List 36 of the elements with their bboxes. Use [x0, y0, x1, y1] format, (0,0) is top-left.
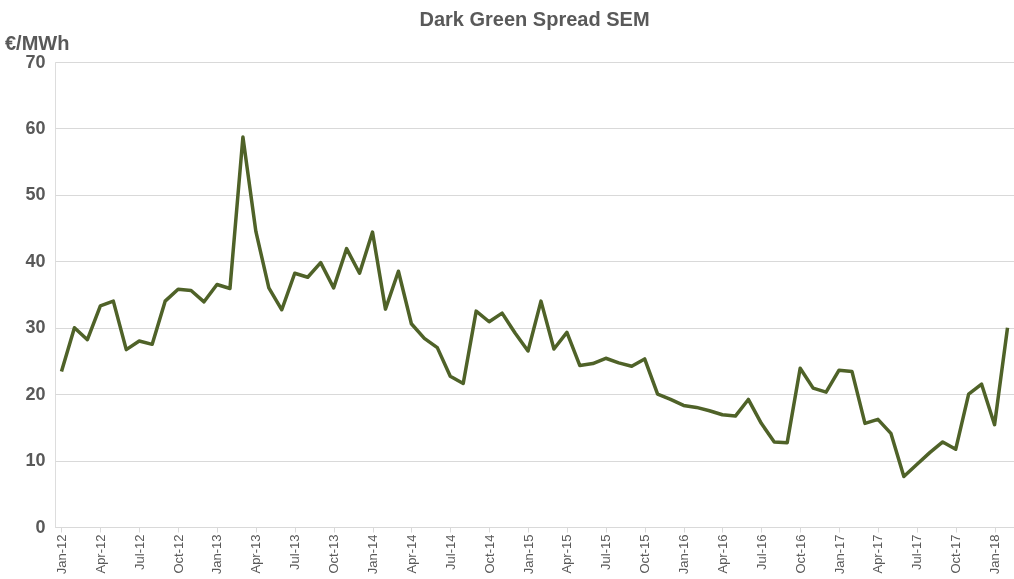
y-tick-label: 70	[25, 51, 46, 72]
x-tick-label: Apr-15	[559, 534, 575, 574]
y-axis-title: €/MWh	[5, 32, 70, 54]
x-tick-label: Jan-18	[987, 534, 1003, 575]
chart-title: Dark Green Spread SEM	[419, 8, 650, 30]
x-tick-label: Oct-12	[170, 534, 186, 574]
y-tick-label: 60	[25, 117, 46, 138]
x-tick-label: Oct-16	[792, 534, 808, 574]
x-tick-label: Apr-14	[403, 534, 419, 574]
y-tick-label: 40	[25, 250, 46, 271]
x-tick-label: Jan-13	[209, 534, 225, 575]
x-tick-label: Jul-14	[442, 534, 458, 570]
x-tick-label: Oct-13	[326, 534, 342, 574]
x-tick-label: Jul-15	[598, 534, 614, 570]
x-tick-label: Oct-17	[948, 534, 964, 574]
x-tick-label: Apr-17	[870, 534, 886, 574]
x-tick-label: Oct-15	[637, 534, 653, 574]
y-tick-label: 20	[25, 383, 46, 404]
line-series	[59, 135, 1010, 479]
x-tick-label: Jan-17	[831, 534, 847, 575]
x-tick-label: Apr-16	[714, 534, 730, 574]
x-tick-label: Jul-13	[287, 534, 303, 570]
x-tick-label: Apr-13	[248, 534, 264, 574]
x-tick-label: Jan-14	[365, 534, 381, 575]
x-tick-label: Jan-12	[53, 534, 69, 575]
x-tick-label: Apr-12	[92, 534, 108, 574]
y-tick-label: 50	[25, 184, 46, 205]
x-tick-label: Jul-17	[909, 534, 925, 570]
x-tick-label: Jan-16	[676, 534, 692, 575]
y-tick-label: 0	[35, 516, 46, 537]
x-tick-label: Jul-12	[131, 534, 147, 570]
x-tick-label: Oct-14	[481, 534, 497, 574]
y-tick-label: 30	[25, 317, 46, 338]
y-tick-label: 10	[25, 450, 46, 471]
x-tick-label: Jul-16	[753, 534, 769, 570]
x-tick-label: Jan-15	[520, 534, 536, 575]
